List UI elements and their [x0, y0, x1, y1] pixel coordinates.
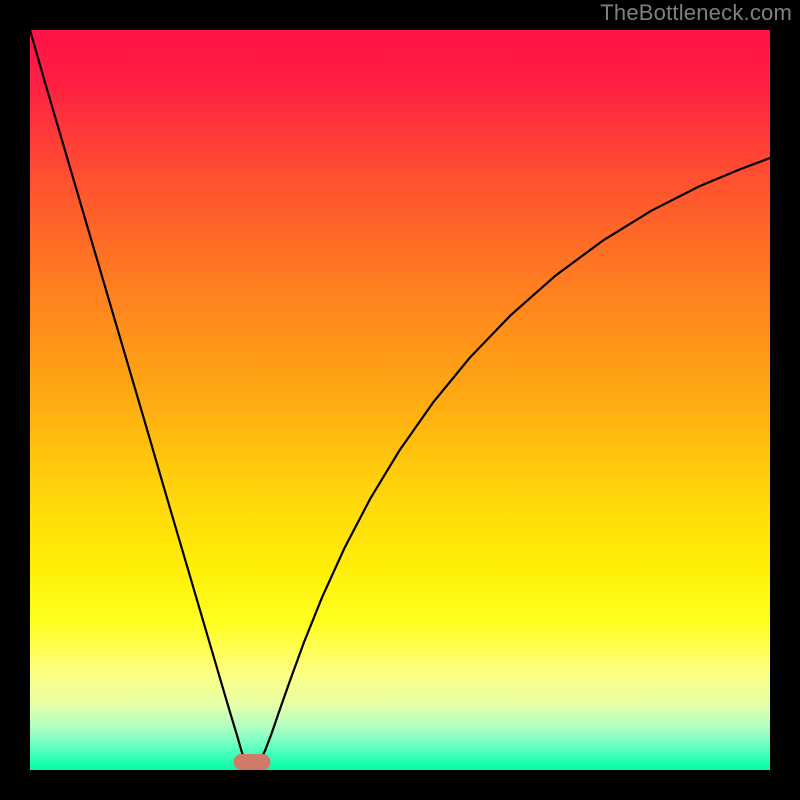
chart-container: TheBottleneck.com	[0, 0, 800, 800]
optimal-point-marker	[234, 754, 271, 770]
bottleneck-chart	[0, 0, 800, 800]
plot-area	[30, 30, 770, 770]
